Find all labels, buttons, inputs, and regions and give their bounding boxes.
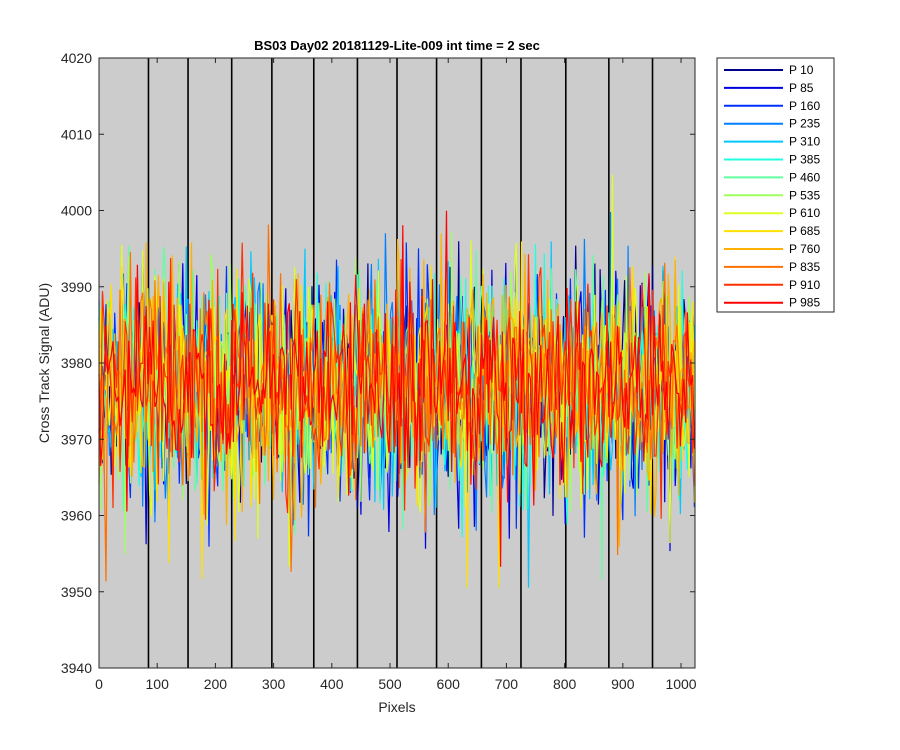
x-tick-label: 800: [553, 676, 577, 692]
y-axis: 3940 3950 3960 3970 3980 3990 4000 4010 4020: [61, 50, 695, 676]
legend-label: P 835: [789, 260, 820, 274]
x-tick-label: 500: [378, 676, 402, 692]
x-tick-label: 1000: [665, 676, 696, 692]
legend-label: P 460: [789, 170, 820, 184]
x-tick-label: 300: [262, 676, 286, 692]
legend-label: P 385: [789, 153, 820, 167]
series-line: [98, 242, 695, 520]
legend-label: P 160: [789, 99, 820, 113]
legend-label: P 85: [789, 81, 814, 95]
series-line: [98, 210, 695, 567]
legend-label: P 760: [789, 242, 820, 256]
x-tick-label: 700: [495, 676, 519, 692]
legend-box: [716, 57, 835, 313]
legend-label: P 310: [789, 135, 820, 149]
y-tick-label: 4020: [61, 50, 92, 66]
legend-label: P 685: [789, 224, 820, 238]
y-tick-label: 4000: [61, 203, 92, 219]
x-tick-label: 400: [320, 676, 344, 692]
legend-label: P 535: [789, 188, 820, 202]
y-tick-label: 3980: [61, 355, 92, 371]
y-tick-label: 3990: [61, 279, 92, 295]
chart-title: BS03 Day02 20181129-Lite-009 int time = …: [254, 38, 540, 53]
y-tick-label: 3950: [61, 584, 92, 600]
legend-label: P 910: [789, 278, 820, 292]
y-tick-label: 3940: [61, 660, 92, 676]
x-tick-label: 0: [95, 676, 103, 692]
series-lines: [98, 174, 696, 588]
legend-label: P 610: [789, 206, 820, 220]
x-tick-label: 200: [204, 676, 228, 692]
legend-label: P 985: [789, 296, 820, 310]
legend-label: P 235: [789, 117, 820, 131]
legend-label: P 10: [789, 63, 814, 77]
x-axis-label: Pixels: [378, 699, 415, 715]
x-tick-label: 900: [611, 676, 635, 692]
y-tick-label: 4010: [61, 126, 92, 142]
x-tick-label: 100: [146, 676, 170, 692]
y-tick-label: 3960: [61, 508, 92, 524]
x-tick-label: 600: [437, 676, 461, 692]
legend: P 10 P 85 P 160 P 235 P 310 P 385 P 460 P 535 P …: [716, 57, 835, 313]
x-axis: 0 100 200 300 400 500 600 700 800 900 1000: [95, 58, 697, 692]
y-axis-label: Cross Track Signal (ADU): [36, 283, 52, 443]
y-tick-label: 3970: [61, 431, 92, 447]
